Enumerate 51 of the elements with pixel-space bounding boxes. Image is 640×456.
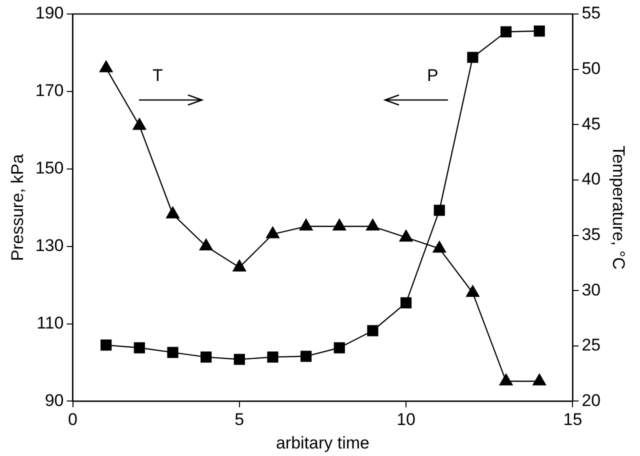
x-tick-label: 0 [68,410,78,430]
x-tick-label: 10 [396,410,416,430]
point [267,352,278,363]
series-label: T [152,66,163,86]
y-axis-title: Pressure, kPa [8,154,27,261]
y2-tick-label: 30 [582,280,601,300]
y2-tick-label: 45 [582,114,601,134]
y2-axis-title: Temperature, °C [609,146,628,270]
y-tick-label: 90 [44,390,64,410]
y2-tick-label: 35 [582,224,601,244]
point [334,342,345,354]
point [300,350,312,362]
series-label: P [427,66,438,86]
y2-tick-label: 50 [582,59,601,78]
y2-tick-label: 20 [582,390,601,410]
point [499,374,513,386]
y2-tick-label: 25 [582,336,601,355]
x-tick-label: 15 [563,410,582,430]
point [299,218,313,231]
point [400,297,412,308]
point [167,346,178,358]
point [367,325,378,336]
point [234,354,245,365]
y-tick-label: 130 [35,236,64,256]
y2-tick-label: 55 [582,4,601,23]
point [432,240,446,253]
point [199,238,213,250]
point [332,218,346,231]
point [366,218,380,231]
y2-tick-label: 40 [582,170,601,189]
point [532,374,546,386]
point [134,342,145,354]
point [467,52,478,63]
point [232,260,246,272]
point [99,60,113,72]
y-tick-label: 150 [35,158,64,178]
y-tick-label: 170 [35,81,64,100]
point [434,204,445,216]
point [500,26,512,38]
y-tick-label: 190 [35,4,64,23]
point [166,206,180,218]
point [100,340,112,351]
point [534,25,545,37]
x-tick-label: 5 [234,410,244,430]
x-axis-title: arbitary time [276,433,370,452]
point [466,285,480,297]
point [399,230,413,242]
point [266,226,280,238]
point [132,118,146,130]
point [200,352,212,363]
y-tick-label: 110 [36,313,64,332]
